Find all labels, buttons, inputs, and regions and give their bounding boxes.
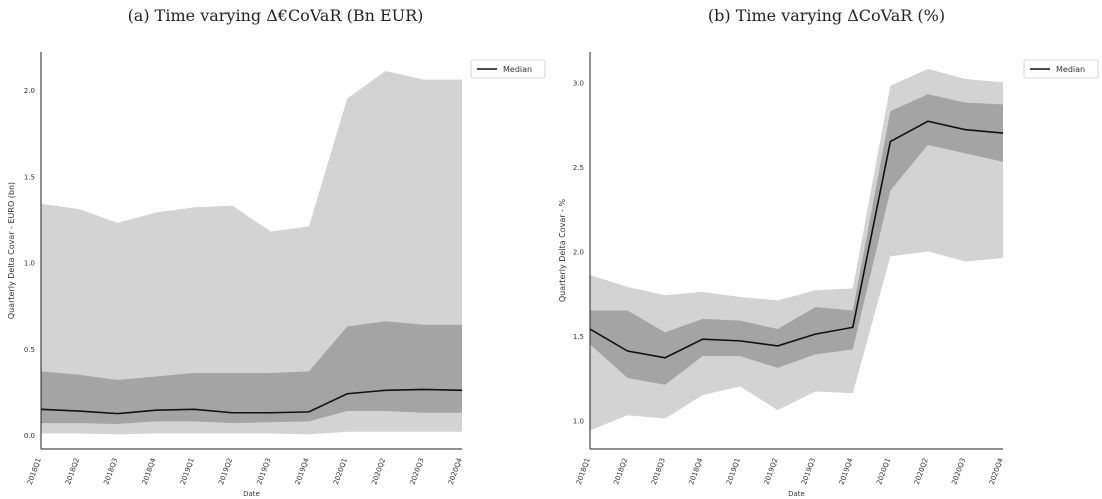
right-x-tick-label: 2018Q4: [687, 456, 704, 485]
left-y-tick-label: 0.5: [24, 346, 35, 354]
right-chart: 1.0 1.5 2.0 2.5 3.0 2018Q1 2018Q2 2018Q3 2018Q4 2…: [558, 52, 1099, 498]
left-x-tick-label: 2019Q2: [217, 457, 234, 486]
left-x-tick-label: 2018Q1: [26, 457, 43, 486]
right-legend-label: Median: [1056, 65, 1085, 74]
right-y-tick-label: 3.0: [573, 79, 584, 87]
right-x-tick-label: 2019Q4: [838, 456, 855, 485]
right-x-tick-label: 2018Q2: [612, 457, 629, 486]
left-legend: Median: [470, 59, 546, 79]
right-x-tick-label: 2020Q4: [988, 456, 1005, 485]
left-x-tick-label: 2018Q2: [64, 457, 81, 486]
left-x-tick-label: 2018Q3: [102, 457, 119, 486]
left-legend-label: Median: [503, 65, 532, 74]
left-chart-caption: (a) Time varying Δ€CoVaR (Bn EUR): [127, 6, 424, 25]
left-x-tick-label: 2018Q4: [141, 456, 158, 485]
left-x-tick-label: 2019Q3: [255, 457, 272, 486]
left-y-tick-label: 2.0: [24, 87, 35, 95]
right-x-axis-label: Date: [788, 490, 805, 498]
left-x-axis-label: Date: [243, 490, 260, 498]
right-y-tick-label: 2.5: [573, 164, 584, 172]
right-x-tick-label: 2020Q1: [875, 457, 892, 486]
left-y-tick-label: 0.0: [24, 432, 35, 440]
left-x-tick-label: 2019Q4: [294, 456, 311, 485]
right-y-axis-label: Quarterly Delta Covar - %: [558, 198, 567, 302]
left-series-median-line: [40, 388, 463, 415]
left-y-tick-label: 1.5: [24, 173, 35, 181]
right-x-tick-label: 2018Q1: [575, 457, 592, 486]
left-y-axis-label: Quarterly Delta Covar - EURO (bn): [7, 182, 16, 319]
right-x-tick-label: 2019Q1: [725, 457, 742, 486]
right-x-tick-label: 2019Q3: [800, 457, 817, 486]
right-y-tick-label: 1.0: [573, 417, 584, 425]
left-band-inner: [41, 321, 462, 424]
left-chart: 0.0 0.5 1.0 1.5 2.0 2018Q1 2018Q2 2018Q3 2018Q4 2…: [7, 52, 546, 498]
left-y-tick-label: 1.0: [24, 260, 35, 268]
left-x-tick-label: 2020Q2: [370, 457, 387, 486]
left-x-tick-label: 2020Q4: [447, 456, 464, 485]
right-x-tick-label: 2019Q2: [763, 457, 780, 486]
right-x-tick-label: 2020Q3: [950, 457, 967, 486]
right-legend: Median: [1023, 59, 1099, 79]
right-y-tick-label: 1.5: [573, 333, 584, 341]
left-legend-box: [470, 59, 546, 79]
left-x-tick-label: 2019Q1: [179, 457, 196, 486]
right-legend-box: [1023, 59, 1099, 79]
left-x-tick-label: 2020Q3: [409, 457, 426, 486]
left-x-tick-label: 2020Q1: [332, 457, 349, 486]
right-series-median-line: [589, 120, 1004, 359]
right-x-tick-label: 2018Q3: [650, 457, 667, 486]
right-x-tick-label: 2020Q2: [913, 457, 930, 486]
right-band-inner: [590, 94, 1003, 385]
right-y-tick-label: 2.0: [573, 248, 584, 256]
right-chart-caption: (b) Time varying ΔCoVaR (%): [707, 6, 946, 25]
